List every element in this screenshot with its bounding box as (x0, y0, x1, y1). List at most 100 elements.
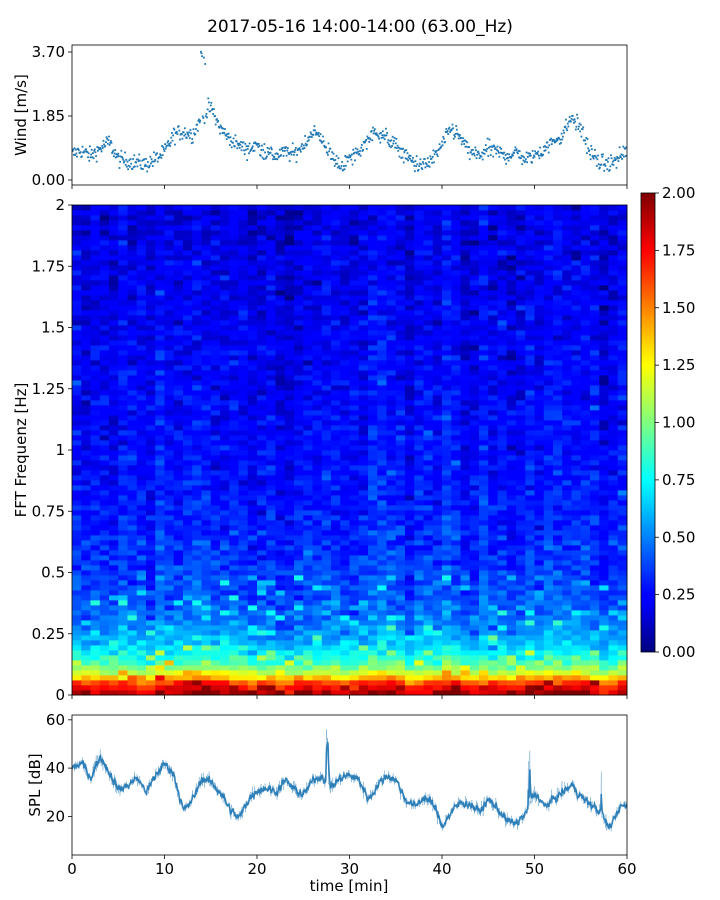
spectrogram-cell (414, 595, 424, 601)
spectrogram-cell (220, 605, 230, 611)
spectrogram-cell (395, 625, 406, 631)
spectrogram-cell (266, 420, 276, 426)
spectrogram-cell (423, 360, 434, 366)
spectrogram-cell (294, 545, 304, 551)
wind-point (243, 149, 245, 152)
wind-point (220, 127, 223, 129)
spectrogram-cell (257, 380, 267, 386)
spectrogram-cell (386, 420, 397, 426)
spectrogram-cell (275, 480, 286, 486)
spectrogram-cell (275, 655, 286, 661)
spectrogram-cell (321, 275, 332, 281)
spectrogram-cell (220, 590, 230, 596)
spectrogram-cell (127, 675, 138, 681)
spectrogram-cell (294, 305, 304, 311)
spectrogram-cell (331, 665, 341, 671)
wind-point (192, 128, 195, 131)
spectrogram-cell (266, 660, 276, 666)
spectrogram-cell (136, 685, 147, 691)
spectrogram-cell (164, 650, 175, 656)
spectrogram-cell (257, 520, 267, 526)
spectrogram-cell (81, 350, 91, 356)
wind-point (283, 146, 286, 149)
spectrogram-cell (284, 425, 295, 431)
spectrogram-cell (340, 530, 350, 536)
spectrogram-cell (146, 455, 156, 461)
spectrogram-cell (257, 430, 267, 436)
spectrogram-cell (220, 265, 230, 271)
spectrogram-cell (192, 240, 202, 246)
spectrogram-cell (303, 630, 313, 636)
spectrogram-cell (155, 370, 165, 376)
spectrogram-cell (257, 485, 267, 491)
spectrogram-cell (414, 375, 424, 381)
spectrogram-cell (266, 355, 276, 361)
spectrogram-cell (405, 440, 415, 446)
spectrogram-cell (229, 620, 239, 626)
spectrogram-cell (340, 685, 350, 691)
spectrogram-cell (238, 590, 249, 596)
spectrogram-cell (99, 445, 110, 451)
spectrogram-cell (349, 205, 360, 211)
wind-point (107, 139, 110, 141)
spectrogram-cell (377, 430, 387, 436)
spectrogram-cell (99, 380, 110, 386)
spectrogram-cell (99, 360, 110, 366)
spectrogram-cell (331, 535, 341, 541)
spectrogram-cell (257, 270, 267, 276)
spectrogram-cell (294, 240, 304, 246)
spectrogram-cell (155, 490, 165, 496)
spectrogram-cell (358, 635, 369, 641)
spectrogram-cell (81, 255, 91, 261)
spectrogram-cell (405, 640, 415, 646)
wind-point (137, 160, 140, 163)
spectrogram-cell (312, 480, 323, 486)
spectrogram-cell (229, 675, 239, 681)
spectrogram-cell (210, 615, 221, 621)
spectrogram-cell (377, 275, 387, 281)
spectrogram-cell (238, 235, 249, 241)
spectrogram-cell (155, 545, 165, 551)
spectrogram-cell (442, 455, 452, 461)
spectrogram-cell (136, 670, 147, 676)
spectrogram-cell (368, 205, 378, 211)
spectrogram-cell (331, 680, 341, 686)
spectrogram-cell (442, 510, 452, 516)
spectrogram-cell (192, 295, 202, 301)
spectrogram-cell (210, 300, 221, 306)
spectrogram-cell (146, 640, 156, 646)
spectrogram-cell (340, 620, 350, 626)
spectrogram-cell (201, 400, 212, 406)
spectrogram-cell (386, 295, 397, 301)
spectrogram-cell (331, 275, 341, 281)
spectrogram-cell (210, 480, 221, 486)
spectrogram-cell (109, 220, 119, 226)
spectrogram-cell (294, 600, 304, 606)
spectrogram-cell (146, 400, 156, 406)
wind-point (117, 155, 120, 158)
spectrogram-cell (81, 260, 91, 266)
wind-point (122, 161, 125, 164)
wind-point (422, 162, 425, 165)
spectrogram-cell (192, 490, 202, 496)
spectrogram-cell (312, 305, 323, 311)
spectrogram-cell (183, 440, 193, 446)
spectrogram-cell (136, 290, 147, 296)
spectrogram-cell (118, 615, 128, 621)
wind-point (304, 135, 306, 137)
wind-point (310, 133, 313, 135)
spectrogram-cell (303, 510, 313, 516)
spectrogram-cell (423, 275, 434, 281)
spectrogram-cell (349, 615, 360, 621)
spectrogram-cell (395, 220, 406, 226)
spectrogram-cell (127, 250, 138, 256)
spectrogram-cell (201, 310, 212, 316)
spectrogram-cell (220, 505, 230, 511)
spectrogram-cell (386, 565, 397, 571)
wind-point (378, 132, 381, 135)
spectrogram-cell (331, 210, 341, 216)
spectrogram-cell (229, 305, 239, 311)
spectrogram-cell (340, 690, 350, 696)
spectrogram-cell (192, 545, 202, 551)
spectrogram-cell (81, 620, 91, 626)
